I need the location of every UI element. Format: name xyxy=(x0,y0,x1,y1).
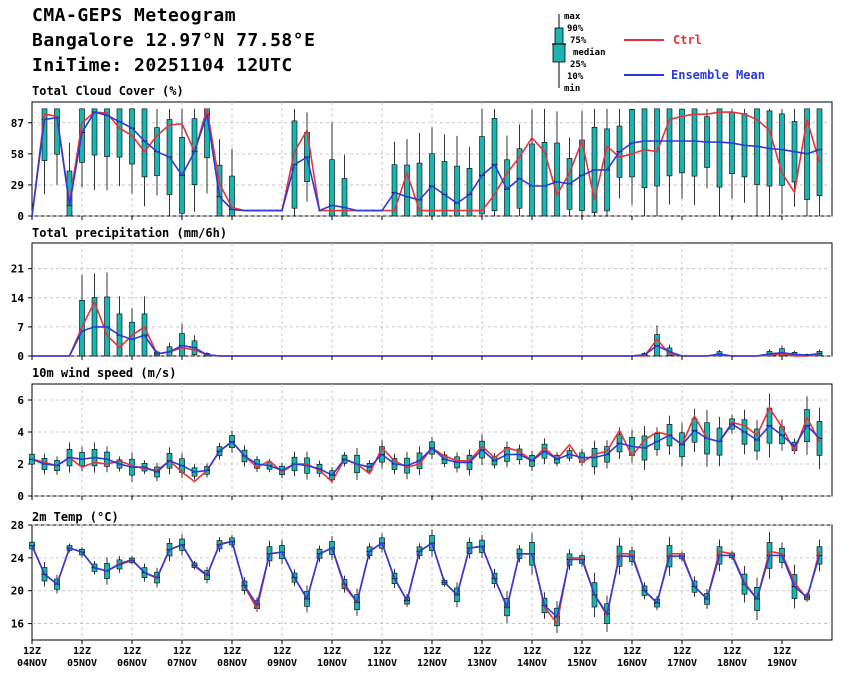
chart-title: CMA-GEPS Meteogram xyxy=(32,5,237,26)
x-tick-label-hour: 12Z xyxy=(173,646,191,657)
temp-ytick-label: 28 xyxy=(11,519,24,532)
temp-line-ctrl xyxy=(31,540,821,626)
x-tick-label-date: 12NOV xyxy=(417,658,447,669)
precip-ytick-label: 14 xyxy=(11,292,25,305)
cloud-ytick-label: 58 xyxy=(11,148,24,161)
x-tick-label-date: 18NOV xyxy=(717,658,747,669)
cloud-box xyxy=(416,162,423,217)
wind-ytick-label: 0 xyxy=(17,490,24,503)
x-tick-label-hour: 12Z xyxy=(623,646,641,657)
location-label: Bangalore 12.97°N 77.58°E xyxy=(32,30,316,51)
x-tick-label-hour: 12Z xyxy=(373,646,391,657)
x-tick-label-date: 10NOV xyxy=(317,658,347,669)
temp-ytick-label: 24 xyxy=(11,552,25,565)
cloud-box xyxy=(441,161,448,217)
x-tick-label-hour: 12Z xyxy=(423,646,441,657)
x-tick-label-hour: 12Z xyxy=(473,646,491,657)
temp-line-mean xyxy=(31,540,821,619)
cloud-box xyxy=(429,153,435,217)
cloud-box xyxy=(666,108,673,177)
cloud-box xyxy=(341,178,348,217)
cloud-box xyxy=(329,159,335,217)
cloud-panel-title: Total Cloud Cover (%) xyxy=(32,84,184,98)
x-tick-label-date: 15NOV xyxy=(567,658,597,669)
cloud-box xyxy=(541,141,548,217)
init-time-label: IniTime: 20251104 12UTC xyxy=(32,55,293,76)
x-tick-label-hour: 12Z xyxy=(123,646,141,657)
precip-box xyxy=(179,333,185,357)
cloud-box xyxy=(641,108,648,189)
precip-ytick-label: 21 xyxy=(11,263,25,276)
cloud-box xyxy=(454,165,460,217)
x-tick-label-hour: 12Z xyxy=(773,646,791,657)
cloud-box xyxy=(216,164,223,217)
legend-box-label-75: 75% xyxy=(570,36,587,46)
x-tick-label-hour: 12Z xyxy=(273,646,291,657)
x-tick-label-date: 05NOV xyxy=(67,658,97,669)
x-tick-label-date: 17NOV xyxy=(667,658,697,669)
cloud-box xyxy=(691,108,698,177)
x-tick-label-hour: 12Z xyxy=(73,646,91,657)
cloud-ytick-label: 0 xyxy=(17,210,24,223)
x-tick-label-hour: 12Z xyxy=(223,646,241,657)
cloud-ytick-label: 87 xyxy=(11,117,24,130)
x-tick-label-date: 08NOV xyxy=(217,658,247,669)
legend-box-label-10: 10% xyxy=(567,72,584,82)
precip-ytick-label: 0 xyxy=(17,350,24,363)
temp-panel-title: 2m Temp (°C) xyxy=(32,510,119,524)
cloud-line-mean xyxy=(31,111,820,217)
precip-panel-title: Total precipitation (mm/6h) xyxy=(32,226,228,240)
cloud-box xyxy=(554,142,560,217)
temp-ytick-label: 16 xyxy=(11,618,25,631)
x-tick-label-date: 11NOV xyxy=(367,658,397,669)
x-tick-label-hour: 12Z xyxy=(673,646,691,657)
x-tick-label-hour: 12Z xyxy=(523,646,541,657)
cloud-box xyxy=(391,164,398,217)
cloud-line-ctrl xyxy=(31,108,821,217)
legend-box-label-25: 25% xyxy=(570,60,587,70)
legend-box-label-median: median xyxy=(573,48,606,58)
x-tick-label-date: 19NOV xyxy=(767,658,797,669)
cloud-box xyxy=(716,108,723,188)
wind-line-ctrl xyxy=(31,406,821,483)
precip-line-mean xyxy=(32,326,820,357)
precip-ytick-label: 7 xyxy=(17,321,24,334)
cloud-box xyxy=(816,108,823,196)
legend-box-lower xyxy=(552,43,566,63)
x-tick-label-date: 14NOV xyxy=(517,658,547,669)
legend-box-upper xyxy=(554,27,564,45)
legend-box-label-max: max xyxy=(564,12,581,22)
x-tick-label-hour: 12Z xyxy=(323,646,341,657)
cloud-box xyxy=(91,108,98,156)
legend-box-label-90: 90% xyxy=(567,24,584,34)
x-tick-label-hour: 12Z xyxy=(723,646,741,657)
x-tick-label-date: 09NOV xyxy=(267,658,297,669)
wind-ytick-label: 6 xyxy=(17,394,24,407)
x-tick-label-hour: 12Z xyxy=(23,646,41,657)
cloud-ytick-label: 29 xyxy=(11,179,24,192)
cloud-box xyxy=(529,143,535,217)
x-tick-label-date: 16NOV xyxy=(617,658,647,669)
x-tick-label-date: 07NOV xyxy=(167,658,197,669)
legend-ctrl-label: Ctrl xyxy=(673,33,702,47)
wind-ytick-label: 2 xyxy=(17,458,24,471)
temp-ytick-label: 20 xyxy=(11,585,24,598)
x-tick-label-date: 13NOV xyxy=(467,658,497,669)
wind-ytick-label: 4 xyxy=(17,426,24,439)
precip-line-ctrl xyxy=(32,299,820,357)
cloud-box xyxy=(104,108,110,157)
x-tick-label-date: 06NOV xyxy=(117,658,147,669)
x-tick-label-hour: 12Z xyxy=(573,646,591,657)
cloud-box xyxy=(404,164,410,217)
x-tick-label-date: 04NOV xyxy=(17,658,47,669)
wind-line-mean xyxy=(31,422,821,477)
cloud-box xyxy=(116,108,123,158)
legend-mean-label: Ensemble Mean xyxy=(671,68,765,82)
legend-box-label-min: min xyxy=(564,84,581,94)
wind-panel-title: 10m wind speed (m/s) xyxy=(32,366,177,380)
